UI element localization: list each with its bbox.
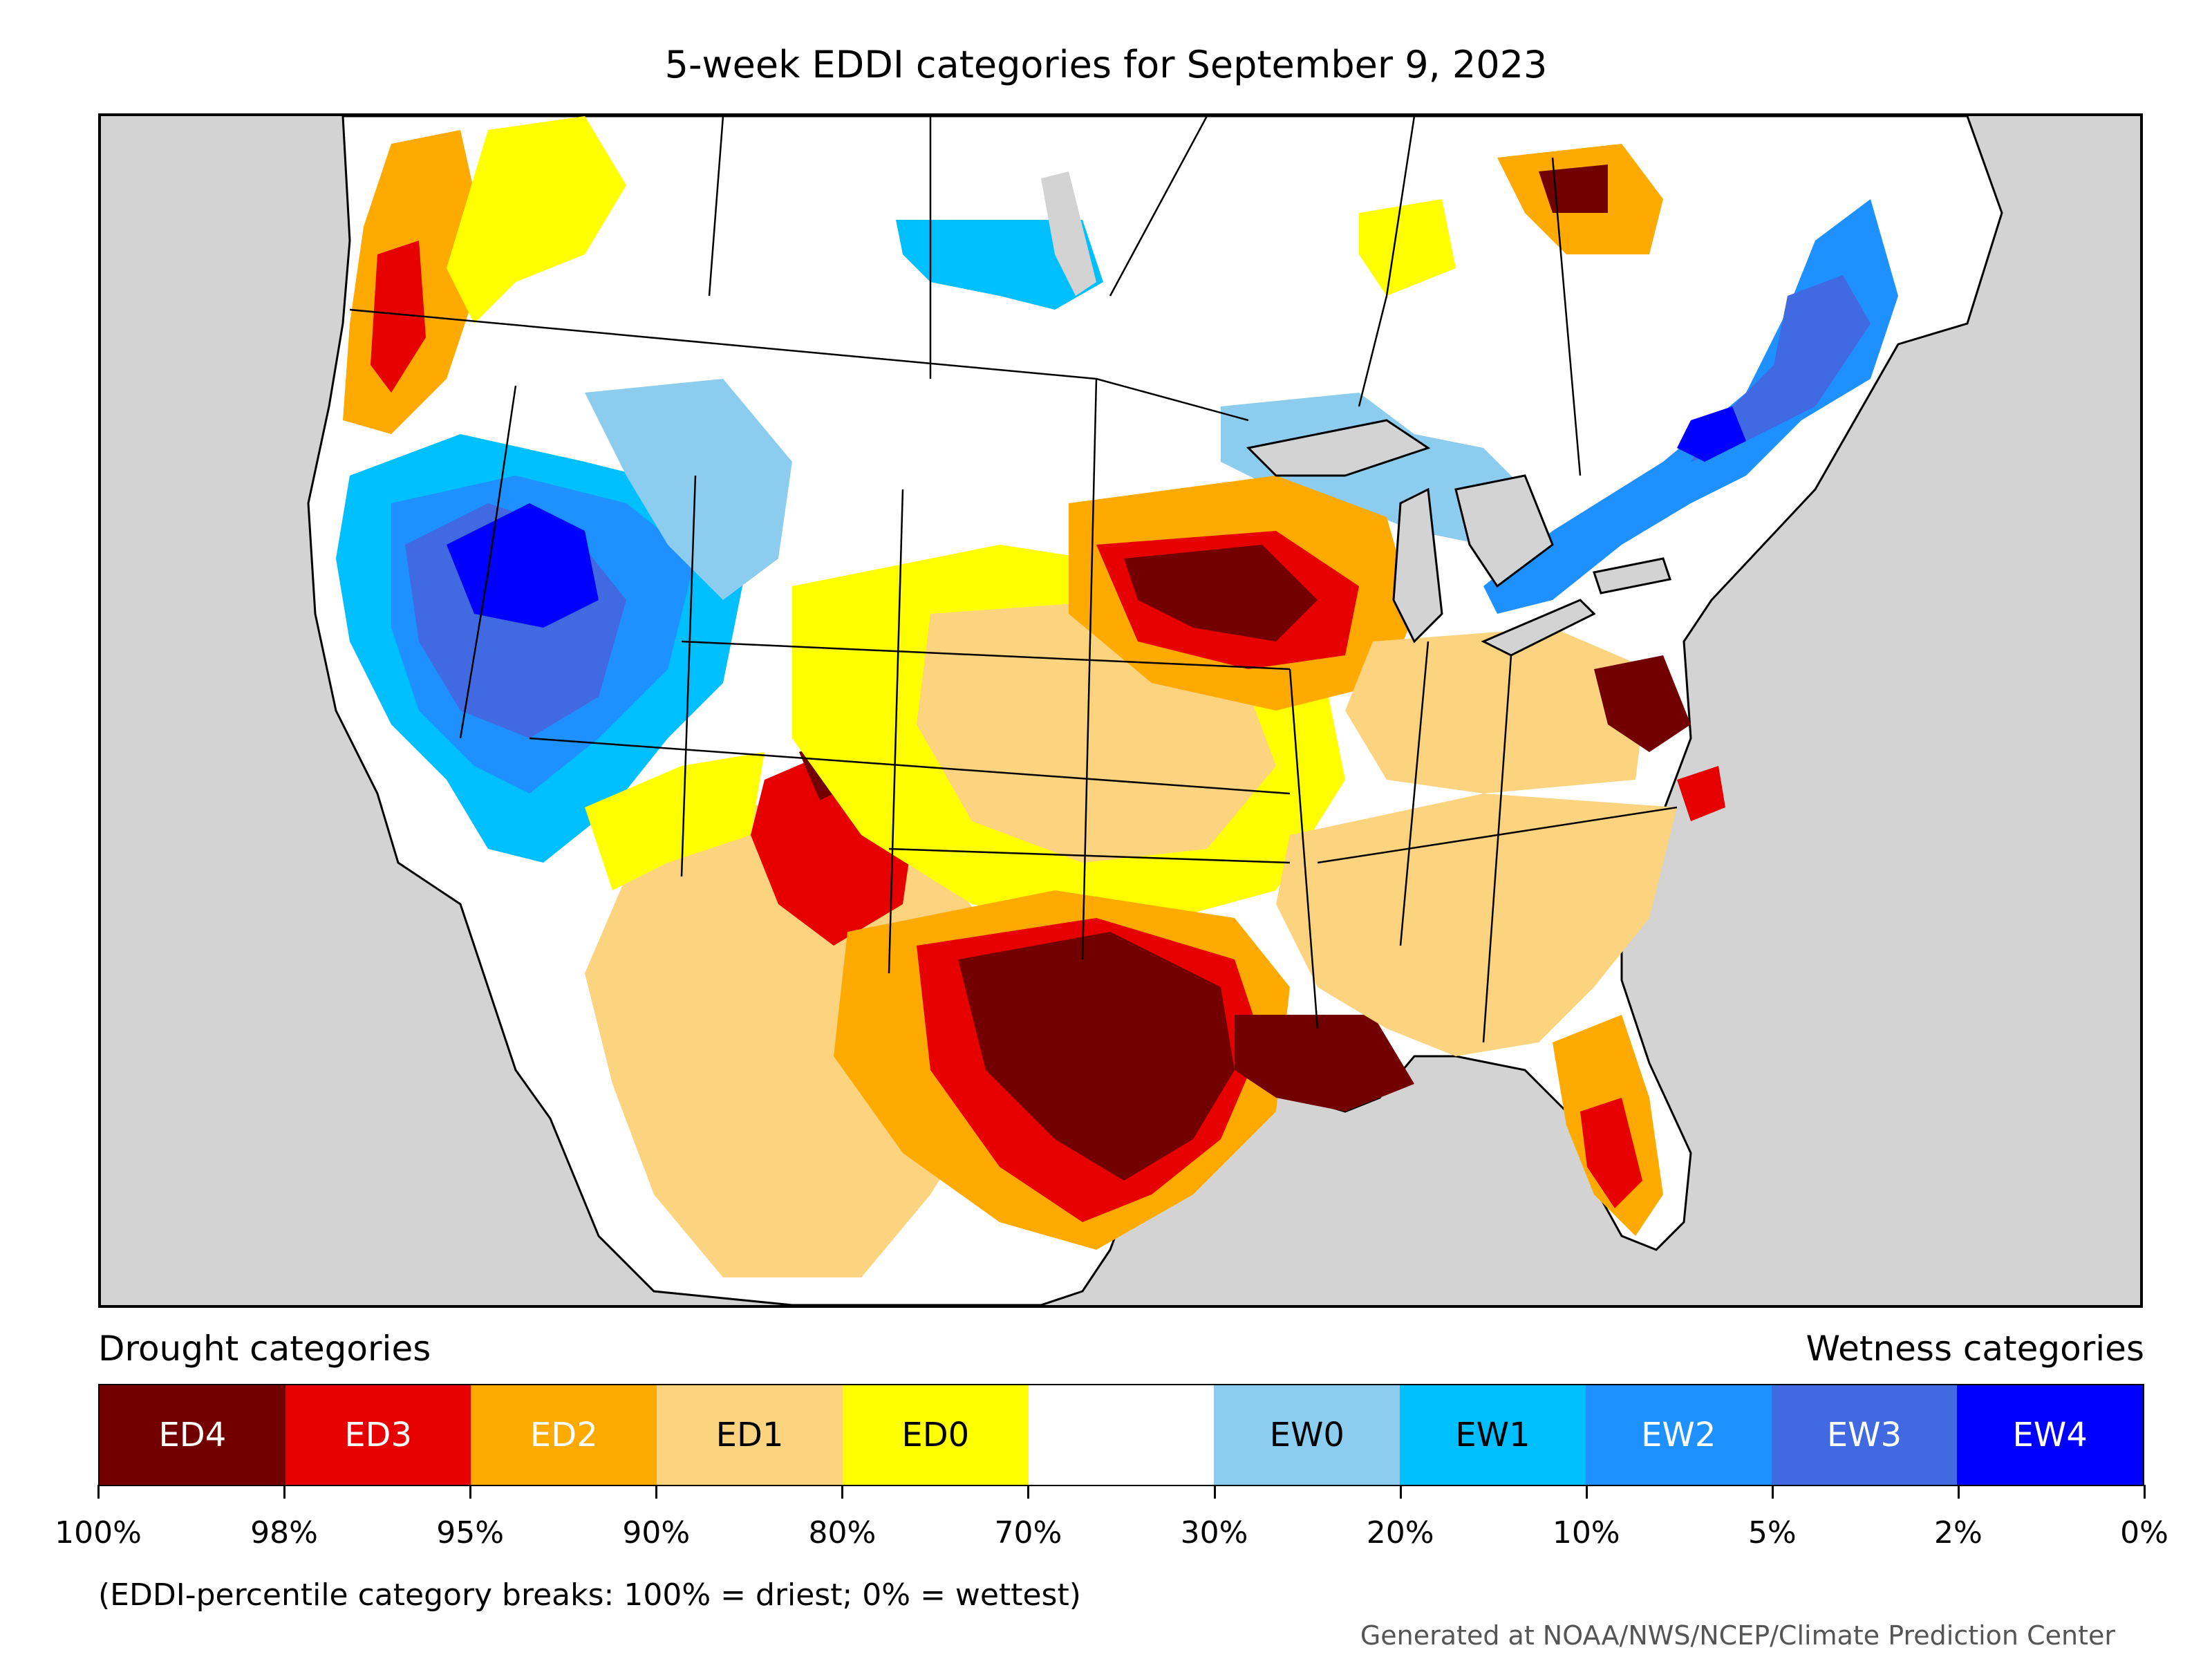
colorbar-tick-label: 95%: [436, 1515, 505, 1550]
colorbar-tick-label: 30%: [1180, 1515, 1248, 1550]
region-southeast-ed1: [1276, 794, 1677, 1056]
colorbar-cell-ew0: EW0: [1214, 1385, 1400, 1485]
region-ontario-ed0: [1359, 199, 1456, 296]
colorbar-tick: [1399, 1485, 1402, 1499]
footnote: (EDDI-percentile category breaks: 100% =…: [98, 1577, 1081, 1613]
region-pnw-ed3: [371, 241, 426, 393]
lake-winnipeg: [1041, 171, 1096, 296]
colorbar-tick: [97, 1485, 100, 1499]
lake-michigan: [1392, 487, 1443, 644]
colorbar-tick-label: 2%: [1934, 1515, 1983, 1550]
region-virginia-ed4: [1594, 655, 1691, 752]
colorbar-tick: [469, 1485, 472, 1499]
colorbar-tick: [283, 1485, 286, 1499]
colorbar-tick: [1957, 1485, 1960, 1499]
region-northeast-ew4: [1677, 406, 1746, 462]
colorbar-tick-label: 98%: [250, 1515, 318, 1550]
colorbar-ticks: [97, 1485, 2146, 1500]
state-borders: [349, 116, 1678, 1043]
lake-erie: [1481, 599, 1596, 657]
page-title: 5-week EDDI categories for September 9, …: [664, 43, 1548, 86]
eddi-map: [307, 116, 2003, 1305]
colorbar-tick: [1585, 1485, 1588, 1499]
colorbar-cell-ew4: EW4: [1957, 1385, 2144, 1485]
colorbar-cell-ed1: ED1: [657, 1385, 843, 1485]
colorbar-tick: [1027, 1485, 1030, 1499]
drought-categories-heading: Drought categories: [98, 1329, 431, 1369]
colorbar-tick-label: 10%: [1552, 1515, 1620, 1550]
colorbar-cell-ed3: ED3: [285, 1385, 471, 1485]
colorbar-cell-none: [1028, 1385, 1215, 1485]
region-southwest-ed1: [585, 794, 1000, 1277]
colorbar-tick: [841, 1485, 844, 1499]
colorbar-tick-label: 20%: [1366, 1515, 1434, 1550]
region-northern-rockies-ew0: [585, 379, 792, 600]
region-virginia-ed3: [1677, 766, 1725, 821]
colorbar-tick: [1771, 1485, 1774, 1499]
colorbar-cell-ed0: ED0: [842, 1385, 1029, 1485]
region-ontario-wetness: [1221, 393, 1525, 545]
region-texas-ed4: [958, 932, 1235, 1181]
colorbar-tick: [655, 1485, 658, 1499]
colorbar-tick-label: 90%: [622, 1515, 691, 1550]
colorbar-tick-label: 5%: [1747, 1515, 1797, 1550]
map-panel: [98, 113, 2143, 1308]
colorbar-cell-ed2: ED2: [471, 1385, 657, 1485]
colorbar-cell-ew3: EW3: [1771, 1385, 1958, 1485]
colorbar-tick: [1213, 1485, 1216, 1499]
region-pnw-ed0: [447, 116, 626, 324]
region-ohio-valley-ed1: [1345, 628, 1649, 794]
colorbar-tick-label: 100%: [55, 1515, 142, 1550]
category-colorbar: ED4 ED3 ED2 ED1 ED0 EW0 EW1 EW2 EW3 EW4: [98, 1384, 2144, 1486]
colorbar-cell-ew2: EW2: [1585, 1385, 1772, 1485]
wetness-categories-heading: Wetness categories: [1806, 1329, 2144, 1369]
region-florida-ed3: [1580, 1098, 1642, 1208]
lake-huron: [1454, 474, 1554, 588]
region-upper-midwest-ed4: [1124, 545, 1318, 641]
colorbar-cell-ed4: ED4: [100, 1385, 285, 1485]
lake-ontario: [1593, 557, 1671, 594]
colorbar-tick-label: 0%: [2120, 1515, 2168, 1550]
region-manitoba-wet: [896, 220, 1103, 310]
colorbar-tick-label: 80%: [808, 1515, 877, 1550]
credit-line: Generated at NOAA/NWS/NCEP/Climate Predi…: [1360, 1620, 2115, 1651]
colorbar-cell-ew1: EW1: [1400, 1385, 1586, 1485]
region-southwest-ed0: [585, 752, 765, 890]
colorbar-tick-label: 70%: [994, 1515, 1062, 1550]
colorbar-tick: [2144, 1485, 2146, 1499]
region-louisiana-ed4: [1235, 1015, 1414, 1112]
lake-superior: [1246, 419, 1431, 477]
